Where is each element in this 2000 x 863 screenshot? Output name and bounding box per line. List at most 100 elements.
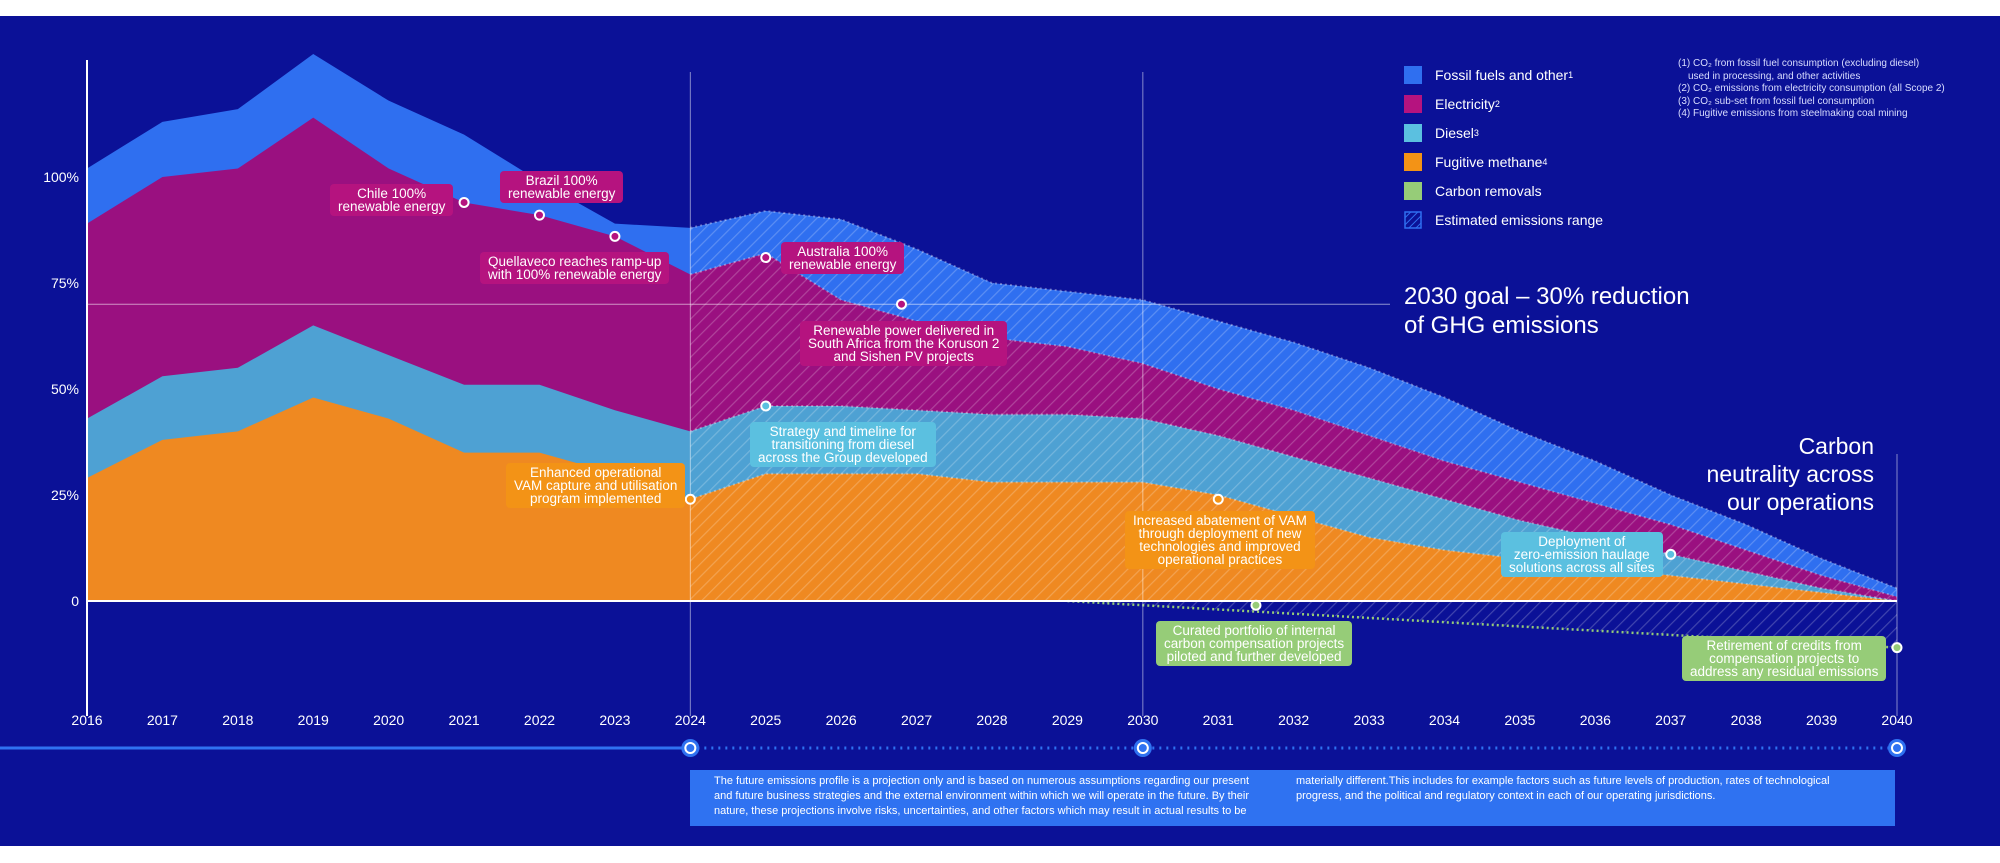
neutrality-text: Carbon neutrality across our operations [1706,433,1874,515]
x-tick-label: 2038 [1731,712,1762,728]
emissions-chart: 100% 75% 50% 25% 0 2016 2017 2018 2019 2020 2021 20… [0,54,1913,757]
legend-item: Estimated emissions range [1404,205,1603,234]
legend-swatch-methane [1404,152,1422,171]
x-tick-label: 2040 [1881,712,1912,728]
x-tick-label: 2036 [1580,712,1611,728]
footnote: used in processing, and other activities [1688,70,1861,82]
x-tick-label: 2017 [147,712,178,728]
footnote: (2) CO₂ emissions from electricity consu… [1678,83,1945,94]
timeline-node-ring [1136,742,1149,754]
x-tick-label: 2027 [901,712,932,728]
x-tick-label: 2018 [222,712,253,728]
x-tick-label: 2028 [976,712,1007,728]
x-tick-label: 2016 [71,712,102,728]
legend-label-diesel: Diesel [1435,124,1474,141]
milestone-dot [896,298,907,310]
x-tick-label: 2031 [1203,712,1234,728]
timeline-node-ring [684,742,697,754]
milestone-callout: Quellaveco reaches ramp-up with 100% ren… [480,252,670,284]
milestone-callout: Increased abatement of VAM through deplo… [1125,511,1315,569]
legend-item: Fossil fuels and other 1 [1404,60,1603,89]
legend-label-fossil: Fossil fuels and other [1435,66,1569,83]
milestone-dot [1212,493,1224,505]
legend-swatch-estimated [1404,210,1422,229]
milestone-callout: Renewable power delivered in South Afric… [800,321,1008,366]
chart-panel: 100% 75% 50% 25% 0 2016 2017 2018 2019 2020 2021 20… [0,16,2000,846]
grid-lines [87,72,1898,716]
milestone-callout: Retirement of credits from compensation … [1682,636,1887,681]
area-carbon-removals [1067,601,1897,648]
milestone-callout: Strategy and timeline for transitioning … [750,422,936,467]
x-tick-label: 2023 [599,712,630,728]
milestone-dot [1665,548,1677,560]
legend-swatch-removals [1404,181,1422,200]
milestone-dot [684,493,696,505]
y-tick-label: 100% [43,169,79,185]
y-tick-label: 50% [51,381,79,397]
milestone-callout: Brazil 100% renewable energy [500,171,624,203]
x-tick-label: 2026 [826,712,857,728]
milestone-callout: Deployment of zero-emission haulage solu… [1501,532,1663,577]
milestone-dot [534,209,545,221]
milestone-dot [1250,599,1262,611]
carbon-removals-line [1067,599,1898,649]
x-tick-label: 2024 [675,712,706,728]
milestone-callout: Australia 100% renewable energy [781,242,905,274]
footnotes: (1) CO₂ from fossil fuel consumption (ex… [1678,58,1945,121]
legend: Fossil fuels and other 1 Electricity 2 Die… [1404,60,1603,234]
y-tick-label: 0 [71,593,79,609]
legend-sup-fossil: 1 [1568,69,1574,80]
legend-label-removals: Carbon removals [1435,182,1542,199]
legend-swatch-diesel [1404,123,1422,142]
x-tick-label: 2035 [1504,712,1535,728]
footnote: (1) CO₂ from fossil fuel consumption (ex… [1678,58,1920,69]
estimate-outline [690,209,1898,590]
y-tick-label: 75% [51,275,79,291]
milestone-dot [458,196,470,208]
footnote: (3) CO₂ sub-set from fossil fuel consump… [1678,95,1875,107]
milestone-callout: Enhanced operational VAM capture and uti… [506,463,686,508]
legend-swatch-fossil [1404,65,1422,84]
disclaimer-right: materially different.This includes for e… [1296,775,1830,802]
milestone-dot [1891,642,1903,654]
x-tick-label: 2033 [1354,712,1385,728]
legend-item: Diesel 3 [1404,118,1603,147]
x-tick-label: 2022 [524,712,555,728]
legend-swatch-electricity [1404,94,1422,113]
legend-item: Fugitive methane 4 [1404,147,1603,176]
x-tick-label: 2021 [449,712,480,728]
legend-sup-electricity: 2 [1494,98,1500,109]
legend-label-methane: Fugitive methane [1435,153,1543,170]
disclaimer-banner: The future emissions profile is a projec… [690,770,1895,826]
estimated-range-hatch [690,210,1898,602]
legend-item: Electricity 2 [1404,89,1603,118]
milestone-dot [609,230,621,242]
x-tick-label: 2025 [750,712,781,728]
x-tick-label: 2039 [1806,712,1837,728]
x-tick-label: 2029 [1052,712,1083,728]
milestone-dot [760,400,772,412]
legend-sup-diesel: 3 [1473,127,1479,138]
legend-sup-methane: 4 [1542,156,1548,167]
goal-text: 2030 goal – 30% reduction of GHG emissio… [1404,283,1690,339]
milestone-callout: Chile 100% renewable energy [330,184,454,216]
milestone-dot [760,252,772,264]
x-tick-label: 2037 [1655,712,1686,728]
timeline-node [681,739,700,757]
x-tick-label: 2034 [1429,712,1460,728]
x-tick-label: 2032 [1278,712,1309,728]
timeline-node [1133,739,1152,757]
timeline-node [1888,739,1906,757]
legend-label-electricity: Electricity [1435,95,1495,112]
timeline [0,739,1906,757]
milestone-callout: Curated portfolio of internal carbon com… [1156,621,1353,666]
x-tick-label: 2030 [1127,712,1158,728]
y-tick-label: 25% [51,487,79,503]
legend-item: Carbon removals [1404,176,1603,205]
legend-label-estimated: Estimated emissions range [1435,211,1604,228]
footnote: (4) Fugitive emissions from steelmaking … [1678,108,1908,119]
timeline-node-ring [1891,742,1903,754]
disclaimer-left: The future emissions profile is a projec… [714,775,1250,817]
milestone-points [458,196,1903,654]
axes: 100% 75% 50% 25% 0 2016 2017 2018 2019 2020 2021 20… [43,60,1913,728]
